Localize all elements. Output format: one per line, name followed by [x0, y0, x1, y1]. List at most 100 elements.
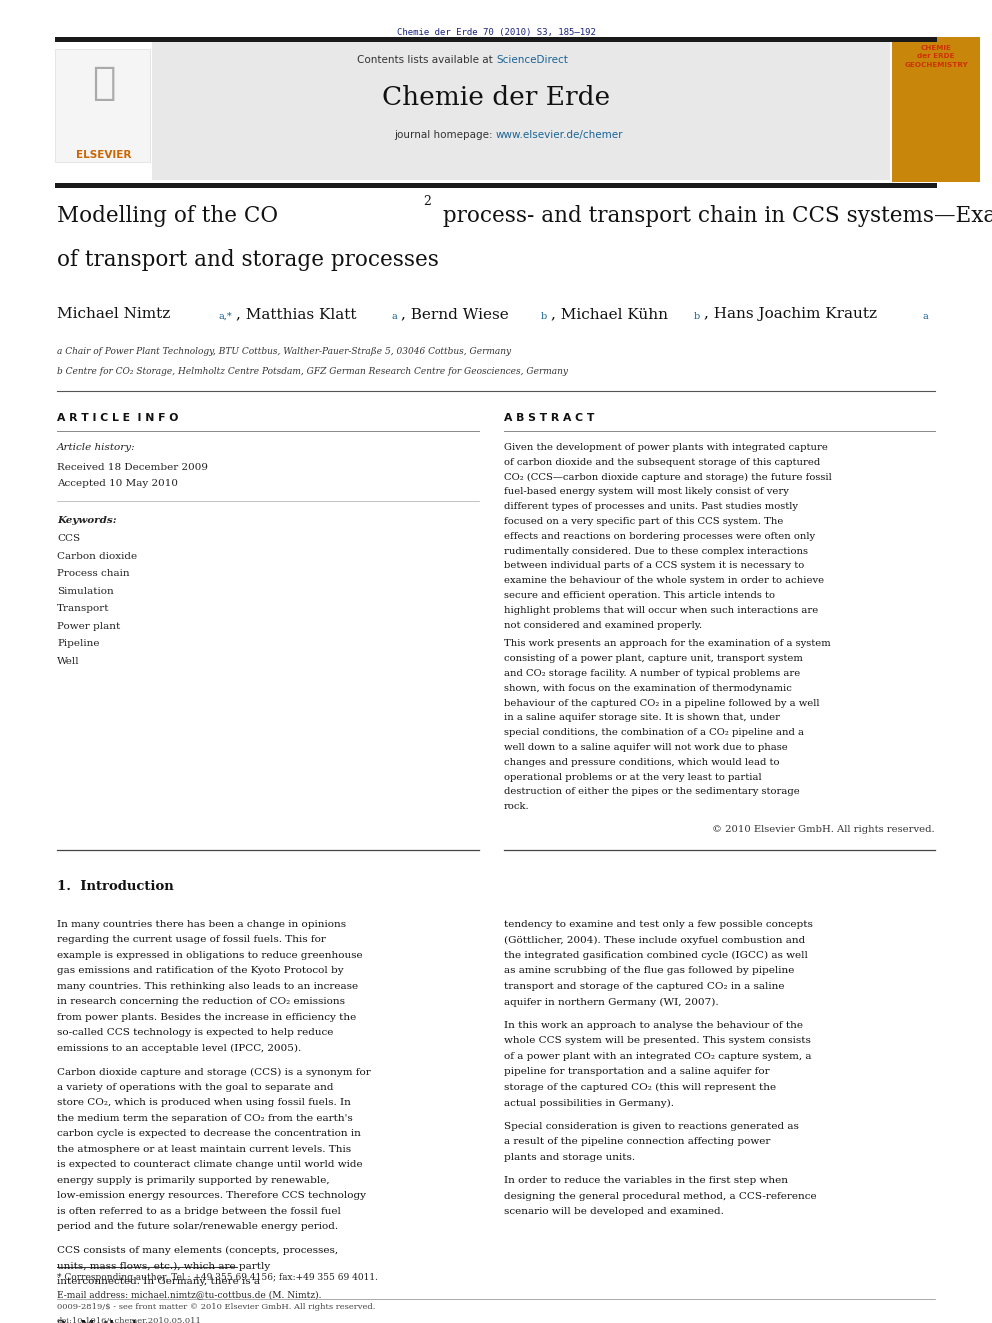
Bar: [55, 183, 937, 188]
Text: ⬛: ⬛: [92, 64, 115, 102]
Text: transport and storage of the captured CO₂ in a saline: transport and storage of the captured CO…: [504, 982, 785, 991]
Text: secure and efficient operation. This article intends to: secure and efficient operation. This art…: [504, 591, 775, 601]
Text: Accepted 10 May 2010: Accepted 10 May 2010: [57, 479, 178, 488]
Text: In many countries there has been a change in opinions: In many countries there has been a chang…: [57, 919, 346, 929]
Text: destruction of either the pipes or the sedimentary storage: destruction of either the pipes or the s…: [504, 787, 800, 796]
Text: example is expressed in obligations to reduce greenhouse: example is expressed in obligations to r…: [57, 951, 363, 960]
Text: Special consideration is given to reactions generated as: Special consideration is given to reacti…: [504, 1122, 799, 1131]
Text: b: b: [541, 312, 548, 321]
Text: operational problems or at the very least to partial: operational problems or at the very leas…: [504, 773, 762, 782]
Text: A B S T R A C T: A B S T R A C T: [504, 413, 594, 423]
Bar: [892, 37, 980, 183]
Text: tendency to examine and test only a few possible concepts: tendency to examine and test only a few …: [504, 919, 812, 929]
Text: and CO₂ storage facility. A number of typical problems are: and CO₂ storage facility. A number of ty…: [504, 669, 801, 677]
Text: plants and storage units.: plants and storage units.: [504, 1154, 635, 1162]
Text: Well: Well: [57, 656, 79, 665]
Text: shown, with focus on the examination of thermodynamic: shown, with focus on the examination of …: [504, 684, 792, 693]
Text: ELSEVIER: ELSEVIER: [75, 149, 131, 160]
Text: rudimentally considered. Due to these complex interactions: rudimentally considered. Due to these co…: [504, 546, 808, 556]
Text: Carbon dioxide capture and storage (CCS) is a synonym for: Carbon dioxide capture and storage (CCS)…: [57, 1068, 371, 1077]
Text: is expected to counteract climate change until world wide: is expected to counteract climate change…: [57, 1160, 363, 1170]
Text: examine the behaviour of the whole system in order to achieve: examine the behaviour of the whole syste…: [504, 577, 824, 585]
Text: Carbon dioxide: Carbon dioxide: [57, 552, 137, 561]
Text: not considered and examined properly.: not considered and examined properly.: [504, 620, 702, 630]
Text: a: a: [922, 312, 928, 321]
Text: behaviour of the captured CO₂ in a pipeline followed by a well: behaviour of the captured CO₂ in a pipel…: [504, 699, 819, 708]
Text: effects and reactions on bordering processes were often only: effects and reactions on bordering proce…: [504, 532, 815, 541]
Text: 2.  Methods: 2. Methods: [57, 1320, 144, 1323]
Text: Chemie der Erde 70 (2010) S3, 185–192: Chemie der Erde 70 (2010) S3, 185–192: [397, 28, 595, 37]
Text: E-mail address: michael.nimtz@tu-cottbus.de (M. Nimtz).: E-mail address: michael.nimtz@tu-cottbus…: [57, 1290, 321, 1299]
Bar: [152, 42, 890, 180]
Text: emissions to an acceptable level (IPCC, 2005).: emissions to an acceptable level (IPCC, …: [57, 1044, 302, 1053]
Text: b Centre for CO₂ Storage, Helmholtz Centre Potsdam, GFZ German Research Centre f: b Centre for CO₂ Storage, Helmholtz Cent…: [57, 366, 568, 376]
Text: carbon cycle is expected to decrease the concentration in: carbon cycle is expected to decrease the…: [57, 1130, 361, 1139]
Text: focused on a very specific part of this CCS system. The: focused on a very specific part of this …: [504, 517, 784, 527]
Text: 0009-2819/$ - see front matter © 2010 Elsevier GmbH. All rights reserved.: 0009-2819/$ - see front matter © 2010 El…: [57, 1303, 375, 1311]
Text: rock.: rock.: [504, 802, 530, 811]
Text: © 2010 Elsevier GmbH. All rights reserved.: © 2010 Elsevier GmbH. All rights reserve…: [712, 826, 935, 833]
Text: the medium term the separation of CO₂ from the earth's: the medium term the separation of CO₂ fr…: [57, 1114, 353, 1123]
Text: Contents lists available at: Contents lists available at: [357, 56, 496, 65]
Text: fuel-based energy system will most likely consist of very: fuel-based energy system will most likel…: [504, 487, 789, 496]
Text: Process chain: Process chain: [57, 569, 130, 578]
Text: Given the development of power plants with integrated capture: Given the development of power plants wi…: [504, 443, 828, 452]
Text: the integrated gasification combined cycle (IGCC) as well: the integrated gasification combined cyc…: [504, 951, 807, 960]
Text: actual possibilities in Germany).: actual possibilities in Germany).: [504, 1098, 674, 1107]
Text: storage of the captured CO₂ (this will represent the: storage of the captured CO₂ (this will r…: [504, 1084, 776, 1091]
Text: , Michael Kühn: , Michael Kühn: [551, 307, 668, 321]
Text: Michael Nimtz: Michael Nimtz: [57, 307, 171, 321]
Text: Chemie der Erde: Chemie der Erde: [382, 85, 610, 110]
Text: many countries. This rethinking also leads to an increase: many countries. This rethinking also lea…: [57, 982, 358, 991]
Text: a variety of operations with the goal to separate and: a variety of operations with the goal to…: [57, 1084, 333, 1091]
Text: a,*: a,*: [218, 312, 232, 321]
Text: Keywords:: Keywords:: [57, 516, 117, 525]
Text: b: b: [694, 312, 700, 321]
Bar: [55, 37, 937, 42]
Text: interconnected. In Germany, there is a: interconnected. In Germany, there is a: [57, 1277, 260, 1286]
Text: CO₂ (CCS—carbon dioxide capture and storage) the future fossil: CO₂ (CCS—carbon dioxide capture and stor…: [504, 472, 831, 482]
Text: of carbon dioxide and the subsequent storage of this captured: of carbon dioxide and the subsequent sto…: [504, 458, 820, 467]
Bar: [55, 49, 150, 161]
Text: aquifer in northern Germany (WI, 2007).: aquifer in northern Germany (WI, 2007).: [504, 998, 718, 1007]
Text: is often referred to as a bridge between the fossil fuel: is often referred to as a bridge between…: [57, 1207, 341, 1216]
Text: changes and pressure conditions, which would lead to: changes and pressure conditions, which w…: [504, 758, 780, 767]
Text: so-called CCS technology is expected to help reduce: so-called CCS technology is expected to …: [57, 1028, 333, 1037]
Text: A R T I C L E  I N F O: A R T I C L E I N F O: [57, 413, 179, 423]
Text: different types of processes and units. Past studies mostly: different types of processes and units. …: [504, 503, 798, 511]
Text: process- and transport chain in CCS systems—Examination: process- and transport chain in CCS syst…: [436, 205, 992, 228]
Text: ScienceDirect: ScienceDirect: [496, 56, 567, 65]
Text: This work presents an approach for the examination of a system: This work presents an approach for the e…: [504, 639, 830, 648]
Text: CCS: CCS: [57, 534, 80, 542]
Text: between individual parts of a CCS system it is necessary to: between individual parts of a CCS system…: [504, 561, 805, 570]
Text: a result of the pipeline connection affecting power: a result of the pipeline connection affe…: [504, 1138, 771, 1147]
Text: of a power plant with an integrated CO₂ capture system, a: of a power plant with an integrated CO₂ …: [504, 1052, 811, 1061]
Text: from power plants. Besides the increase in efficiency the: from power plants. Besides the increase …: [57, 1013, 356, 1021]
Text: well down to a saline aquifer will not work due to phase: well down to a saline aquifer will not w…: [504, 744, 788, 751]
Text: Power plant: Power plant: [57, 622, 120, 631]
Text: whole CCS system will be presented. This system consists: whole CCS system will be presented. This…: [504, 1036, 810, 1045]
Text: in research concerning the reduction of CO₂ emissions: in research concerning the reduction of …: [57, 998, 345, 1007]
Text: Simulation: Simulation: [57, 586, 114, 595]
Text: Article history:: Article history:: [57, 443, 136, 452]
Text: as amine scrubbing of the flue gas followed by pipeline: as amine scrubbing of the flue gas follo…: [504, 967, 795, 975]
Text: Modelling of the CO: Modelling of the CO: [57, 205, 278, 228]
Text: Transport: Transport: [57, 605, 109, 613]
Text: , Hans Joachim Krautz: , Hans Joachim Krautz: [704, 307, 877, 321]
Text: In order to reduce the variables in the first step when: In order to reduce the variables in the …: [504, 1176, 788, 1185]
Text: regarding the current usage of fossil fuels. This for: regarding the current usage of fossil fu…: [57, 935, 326, 945]
Text: CHEMIE
der ERDE
GEOCHEMISTRY: CHEMIE der ERDE GEOCHEMISTRY: [904, 45, 968, 67]
Text: period and the future solar/renewable energy period.: period and the future solar/renewable en…: [57, 1222, 338, 1232]
Text: special conditions, the combination of a CO₂ pipeline and a: special conditions, the combination of a…: [504, 728, 804, 737]
Text: (Göttlicher, 2004). These include oxyfuel combustion and: (Göttlicher, 2004). These include oxyfue…: [504, 935, 806, 945]
Text: pipeline for transportation and a saline aquifer for: pipeline for transportation and a saline…: [504, 1068, 770, 1077]
Text: in a saline aquifer storage site. It is shown that, under: in a saline aquifer storage site. It is …: [504, 713, 780, 722]
Text: , Bernd Wiese: , Bernd Wiese: [401, 307, 509, 321]
Text: CCS consists of many elements (concepts, processes,: CCS consists of many elements (concepts,…: [57, 1246, 338, 1256]
Text: consisting of a power plant, capture unit, transport system: consisting of a power plant, capture uni…: [504, 654, 803, 663]
Text: Received 18 December 2009: Received 18 December 2009: [57, 463, 208, 472]
Text: doi:10.1016/j.chemer.2010.05.011: doi:10.1016/j.chemer.2010.05.011: [57, 1316, 202, 1323]
Text: a Chair of Power Plant Technology, BTU Cottbus, Walther-Pauer-Straße 5, 03046 Co: a Chair of Power Plant Technology, BTU C…: [57, 347, 511, 356]
Text: , Matthias Klatt: , Matthias Klatt: [236, 307, 356, 321]
Text: 2: 2: [423, 194, 431, 208]
